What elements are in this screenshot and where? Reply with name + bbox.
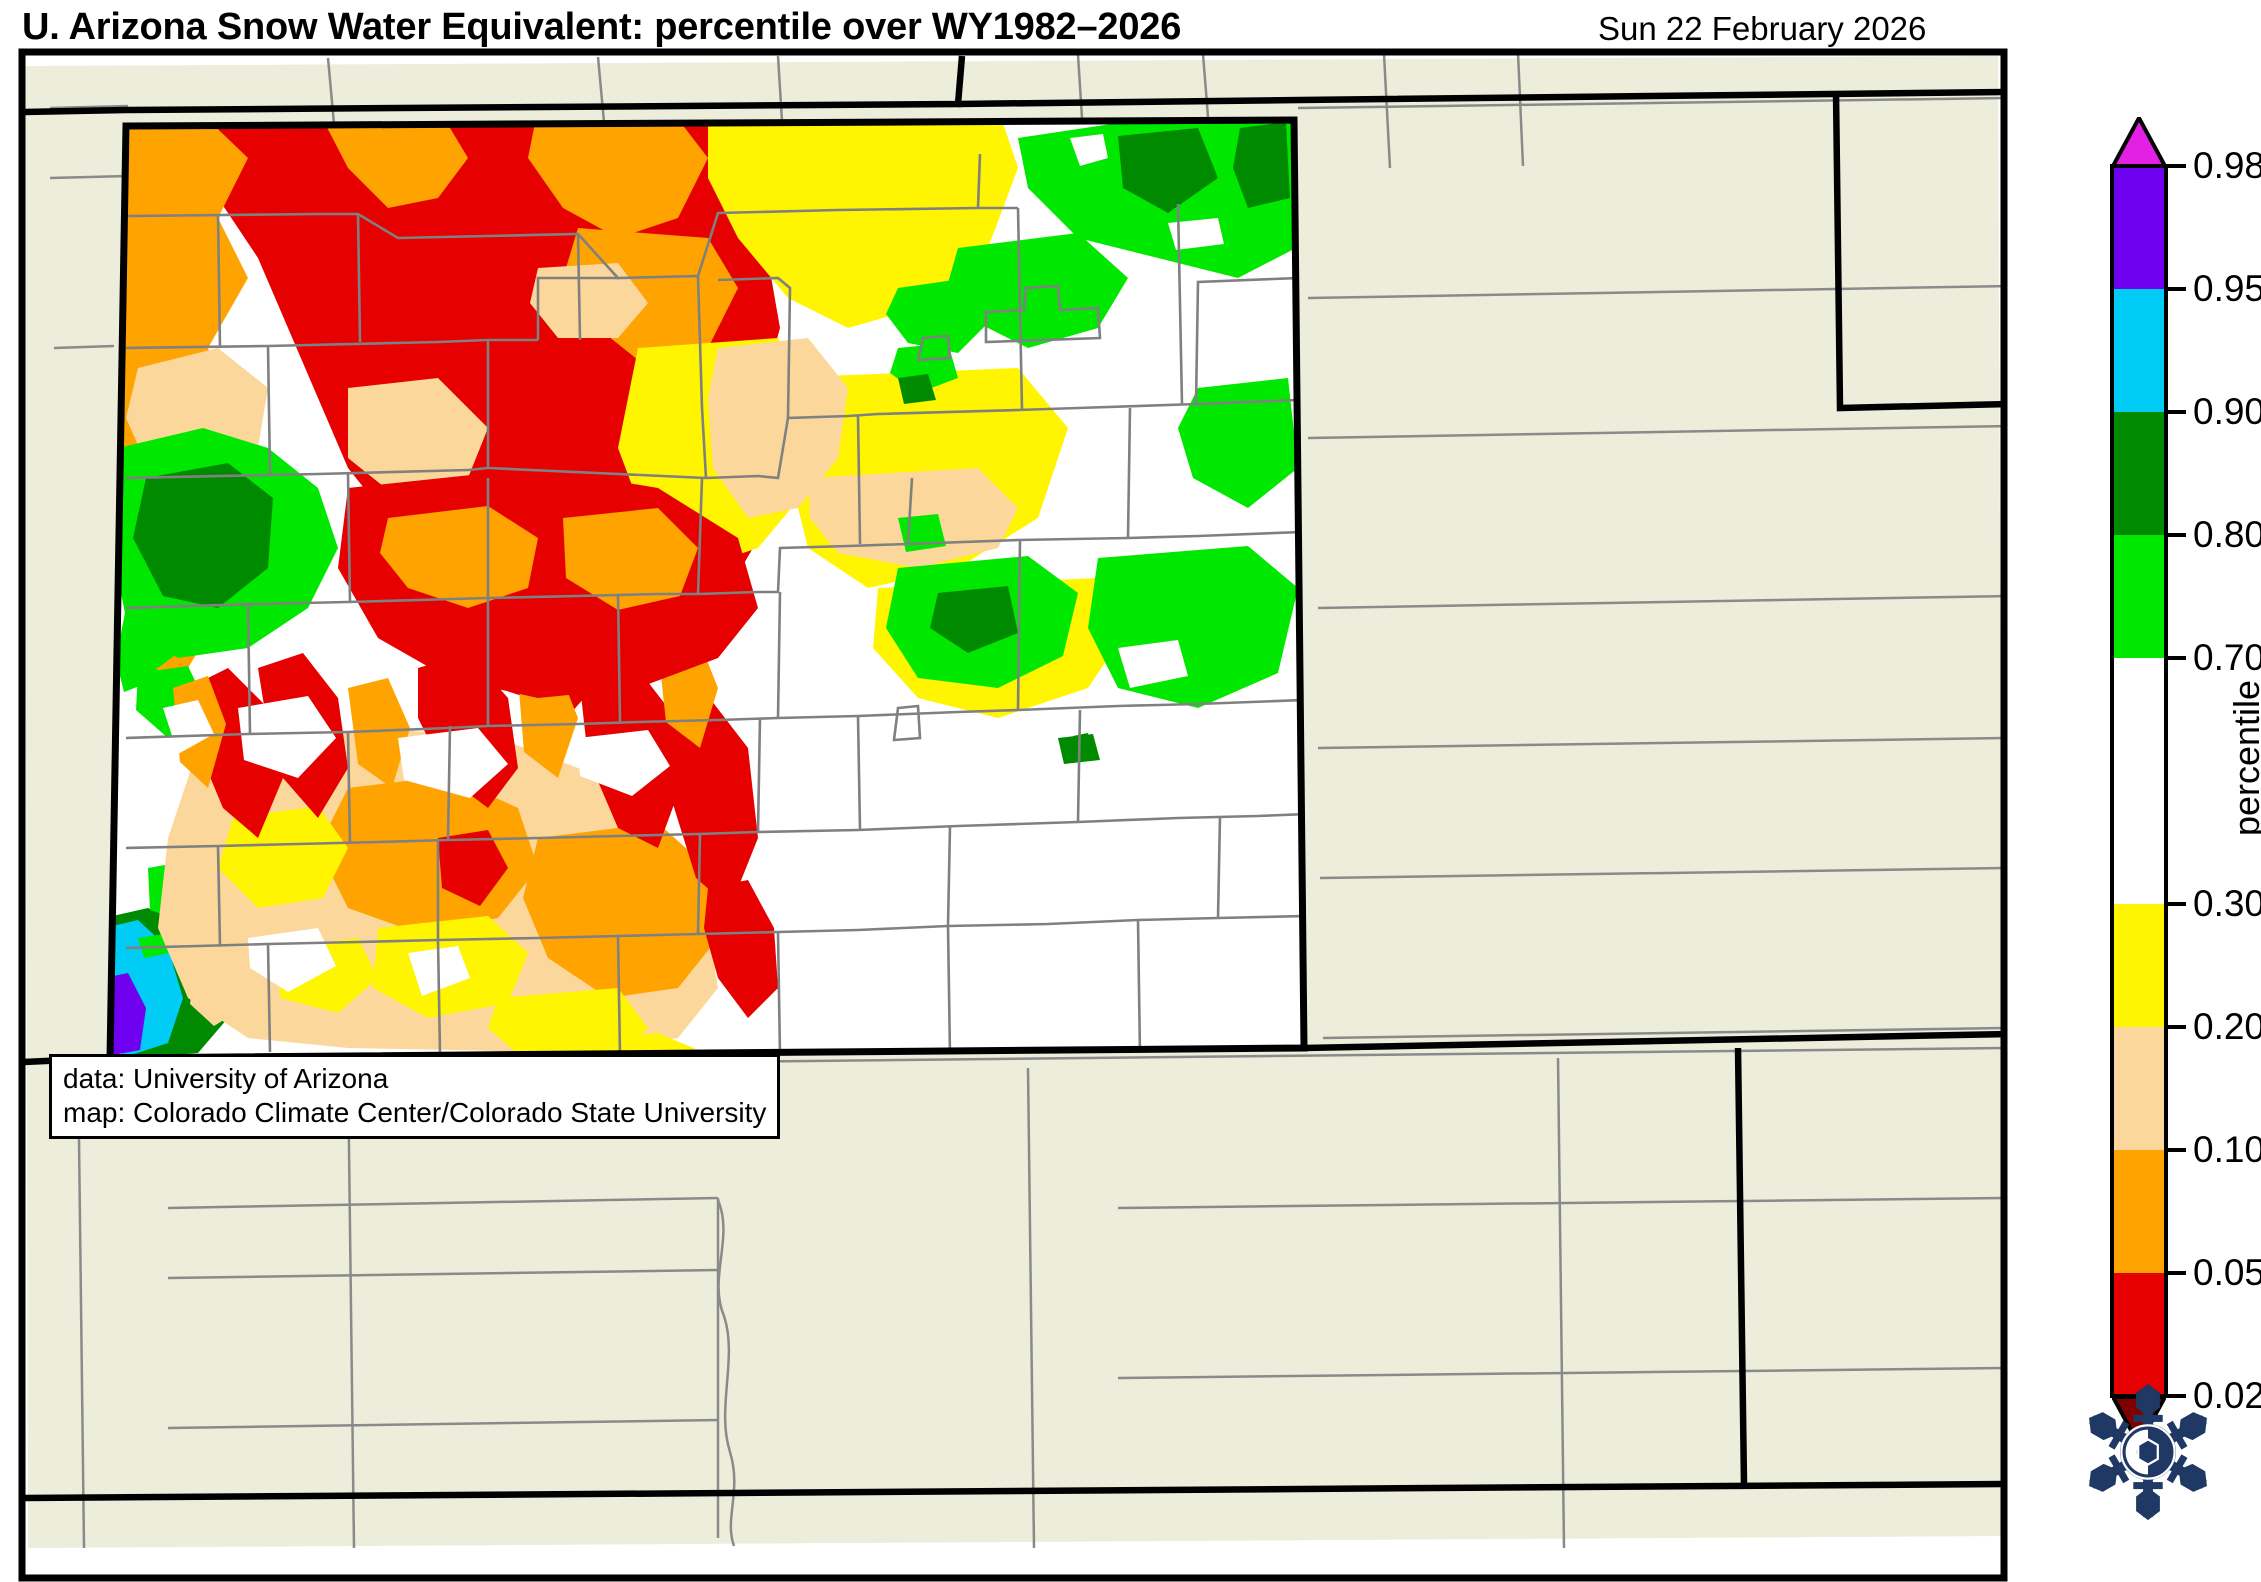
colorado-climate-center-snowflake-icon xyxy=(2089,1383,2207,1521)
attribution-box: data: University of Arizona map: Colorad… xyxy=(49,1054,781,1140)
colorbar-tick-0.70 xyxy=(2168,656,2186,660)
colorbar-tick-0.95 xyxy=(2168,287,2186,291)
page-header: U. Arizona Snow Water Equivalent: percen… xyxy=(0,0,2261,55)
colorbar-tick-0.02 xyxy=(2168,1394,2186,1398)
colorbar-label-0.10: 0.10 xyxy=(2193,1129,2261,1170)
colorbar-band-0.05-0.10 xyxy=(2112,1150,2166,1273)
attribution-map-line: map: Colorado Climate Center/Colorado St… xyxy=(63,1096,767,1128)
colorbar-label-0.95: 0.95 xyxy=(2193,268,2261,309)
colorbar-band-0.10-0.20 xyxy=(2112,1027,2166,1150)
colorbar-label-0.05: 0.05 xyxy=(2193,1252,2261,1293)
colorbar-label-0.20: 0.20 xyxy=(2193,1006,2261,1047)
colorbar-tick-0.98 xyxy=(2168,164,2186,168)
colorbar-band-0.70-0.80 xyxy=(2112,535,2166,658)
colorbar-tick-0.10 xyxy=(2168,1148,2186,1152)
swe-percentile-raster xyxy=(110,120,1304,1058)
colorbar-tick-0.05 xyxy=(2168,1271,2186,1275)
colorbar-band-0.02-0.05 xyxy=(2112,1273,2166,1396)
attribution-data-line: data: University of Arizona xyxy=(63,1063,389,1094)
map-frame xyxy=(18,48,2008,1582)
colorbar-tick-0.20 xyxy=(2168,1025,2186,1029)
colorbar-tick-0.80 xyxy=(2168,533,2186,537)
colorado-county-lines xyxy=(125,153,1304,1057)
colorbar-band-0.95-0.98 xyxy=(2112,166,2166,289)
state-borders xyxy=(23,55,2004,1502)
colorbar-label-0.80: 0.80 xyxy=(2193,514,2261,555)
colorbar-band-0.90-0.95 xyxy=(2112,289,2166,412)
colorbar-tick-0.90 xyxy=(2168,410,2186,414)
colorbar-over-arrow xyxy=(2112,117,2166,167)
map-date: Sun 22 February 2026 xyxy=(1598,10,1927,47)
colorbar-label-0.98: 0.98 xyxy=(2193,145,2261,186)
colorbar[interactable]: 0.98 0.95 0.90 0.80 0.70 0.30 0.20 0.10 … xyxy=(2030,117,2261,1582)
colorbar-bands xyxy=(2112,166,2166,1396)
colorbar-label-0.30: 0.30 xyxy=(2193,883,2261,924)
colorbar-axis-label: percentile xyxy=(2226,679,2261,837)
colorbar-label-0.70: 0.70 xyxy=(2193,637,2261,678)
colorbar-tick-0.30 xyxy=(2168,902,2186,906)
swe-percentile-map[interactable]: data: University of Arizona map: Colorad… xyxy=(18,48,2008,1582)
colorbar-label-0.90: 0.90 xyxy=(2193,391,2261,432)
colorbar-band-0.20-0.30 xyxy=(2112,904,2166,1027)
colorbar-band-0.80-0.90 xyxy=(2112,412,2166,535)
colorbar-label-0.02: 0.02 xyxy=(2193,1375,2261,1416)
colorbar-band-0.30-0.70 xyxy=(2112,658,2166,904)
map-canvas xyxy=(18,48,2008,1582)
page-title: U. Arizona Snow Water Equivalent: percen… xyxy=(22,6,1182,48)
